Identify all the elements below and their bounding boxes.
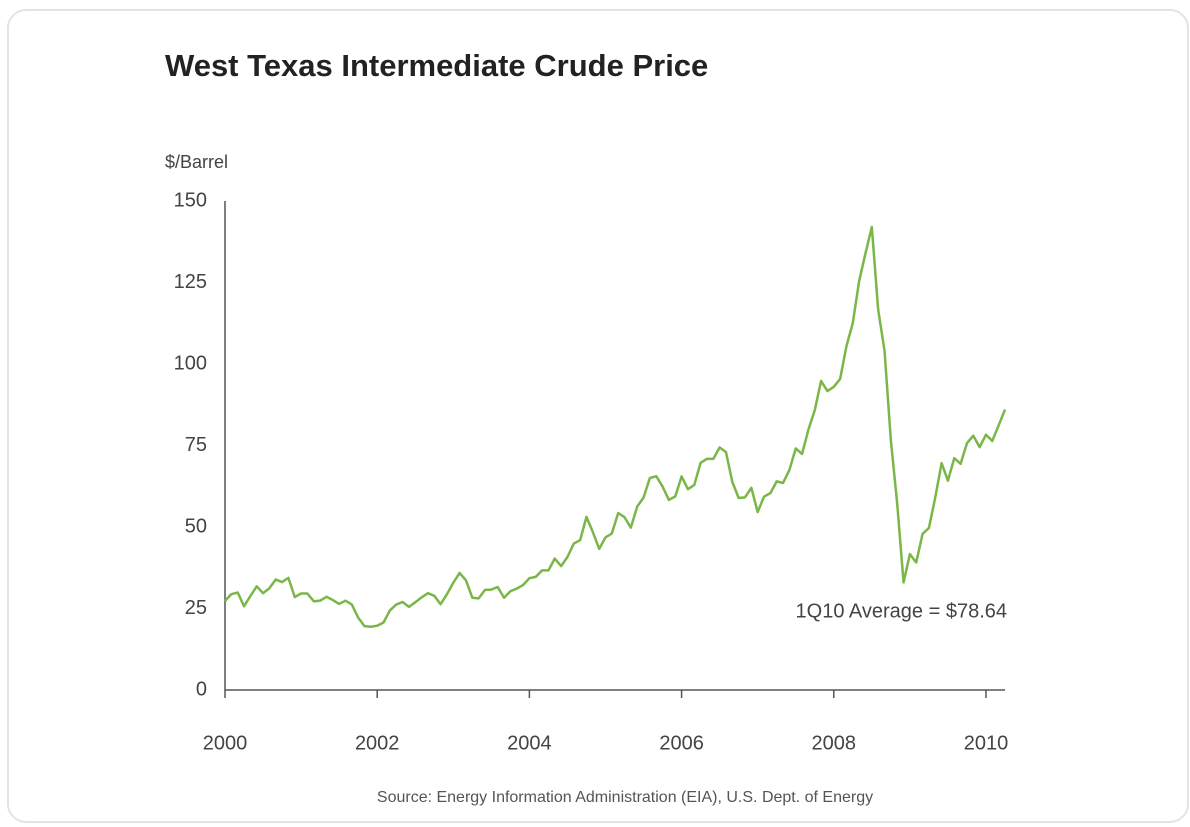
x-tick-label: 2004 (507, 732, 552, 754)
card (7, 9, 1189, 823)
chart-title: West Texas Intermediate Crude Price (165, 48, 708, 83)
y-tick-label: 0 (196, 678, 207, 700)
price-line (224, 225, 1007, 629)
x-tick-label: 2000 (203, 732, 248, 754)
x-tick-label: 2002 (355, 732, 400, 754)
y-tick-label: 75 (185, 434, 207, 456)
y-tick-label: 50 (185, 515, 207, 537)
x-tick-label: 2008 (812, 732, 857, 754)
annotation: 1Q10 Average = $78.64 (796, 600, 1007, 622)
x-tick-label: 2006 (659, 732, 704, 754)
y-tick-label: 100 (174, 352, 207, 374)
y-tick-label: 150 (174, 189, 207, 211)
source: Source: Energy Information Administratio… (377, 789, 873, 806)
y-axis-label: $/Barrel (165, 152, 228, 172)
y-tick-label: 125 (174, 271, 207, 293)
x-tick-label: 2010 (964, 732, 1009, 754)
y-tick-label: 25 (185, 597, 207, 619)
